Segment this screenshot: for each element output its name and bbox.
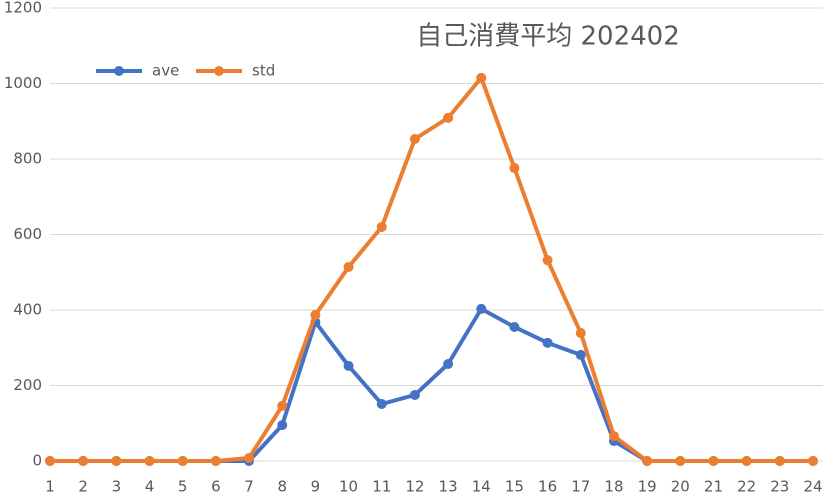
x-tick-label: 11 — [372, 478, 391, 496]
x-tick-label: 22 — [737, 478, 756, 496]
x-tick-label: 8 — [277, 478, 287, 496]
data-point — [642, 456, 653, 466]
data-point — [542, 255, 553, 266]
x-tick-label: 13 — [439, 478, 458, 496]
data-point — [808, 456, 818, 466]
chart-title: 自己消費平均 202402 — [416, 22, 680, 52]
data-point — [476, 72, 487, 83]
x-tick-label: 5 — [178, 478, 188, 496]
x-tick-label: 20 — [671, 478, 690, 496]
x-tick-label: 1 — [45, 478, 55, 496]
y-tick-label: 600 — [13, 225, 42, 243]
x-tick-label: 24 — [803, 478, 822, 496]
data-point — [575, 349, 586, 360]
y-tick-label: 400 — [13, 301, 42, 319]
data-point — [244, 452, 255, 463]
data-point — [78, 456, 89, 466]
data-point — [443, 358, 454, 369]
data-point — [708, 456, 719, 466]
data-point — [575, 328, 586, 339]
x-tick-label: 23 — [770, 478, 789, 496]
y-tick-label: 1200 — [4, 0, 42, 17]
data-point — [542, 337, 553, 348]
data-point — [509, 321, 520, 332]
data-point — [774, 456, 785, 466]
legend-label: ave — [152, 62, 179, 80]
data-point — [409, 133, 420, 144]
data-point — [608, 431, 619, 442]
x-tick-label: 4 — [145, 478, 155, 496]
data-point — [144, 456, 155, 466]
x-tick-label: 10 — [339, 478, 358, 496]
data-point — [111, 456, 122, 466]
data-point — [376, 221, 387, 232]
x-tick-label: 14 — [472, 478, 491, 496]
x-tick-label: 19 — [638, 478, 657, 496]
x-tick-label: 3 — [112, 478, 122, 496]
data-point — [376, 398, 387, 409]
legend-label: std — [252, 62, 275, 80]
x-tick-label: 2 — [78, 478, 88, 496]
series-line — [50, 306, 813, 463]
legend-marker — [214, 66, 224, 76]
x-tick-label: 21 — [704, 478, 723, 496]
data-point — [210, 456, 221, 466]
x-tick-label: 12 — [405, 478, 424, 496]
y-tick-label: 0 — [32, 452, 42, 470]
y-tick-label: 1000 — [4, 74, 42, 92]
data-point — [409, 389, 420, 400]
data-point — [277, 420, 288, 431]
data-point — [177, 456, 188, 466]
data-point — [741, 456, 752, 466]
data-point — [45, 456, 55, 466]
y-tick-label: 800 — [13, 150, 42, 168]
x-tick-label: 16 — [538, 478, 557, 496]
x-tick-label: 17 — [571, 478, 590, 496]
legend-marker — [114, 66, 124, 76]
data-point — [476, 303, 487, 314]
data-point — [343, 261, 354, 272]
x-tick-label: 15 — [505, 478, 524, 496]
x-tick-label: 18 — [604, 478, 623, 496]
data-point — [509, 163, 520, 174]
data-point — [343, 360, 354, 371]
series-line — [50, 75, 813, 463]
data-point — [277, 400, 288, 411]
data-point — [443, 112, 454, 123]
x-tick-label: 7 — [244, 478, 254, 496]
x-tick-label: 6 — [211, 478, 221, 496]
x-tick-label: 9 — [311, 478, 321, 496]
data-point — [310, 309, 321, 320]
data-point — [675, 456, 686, 466]
y-tick-label: 200 — [13, 376, 42, 394]
